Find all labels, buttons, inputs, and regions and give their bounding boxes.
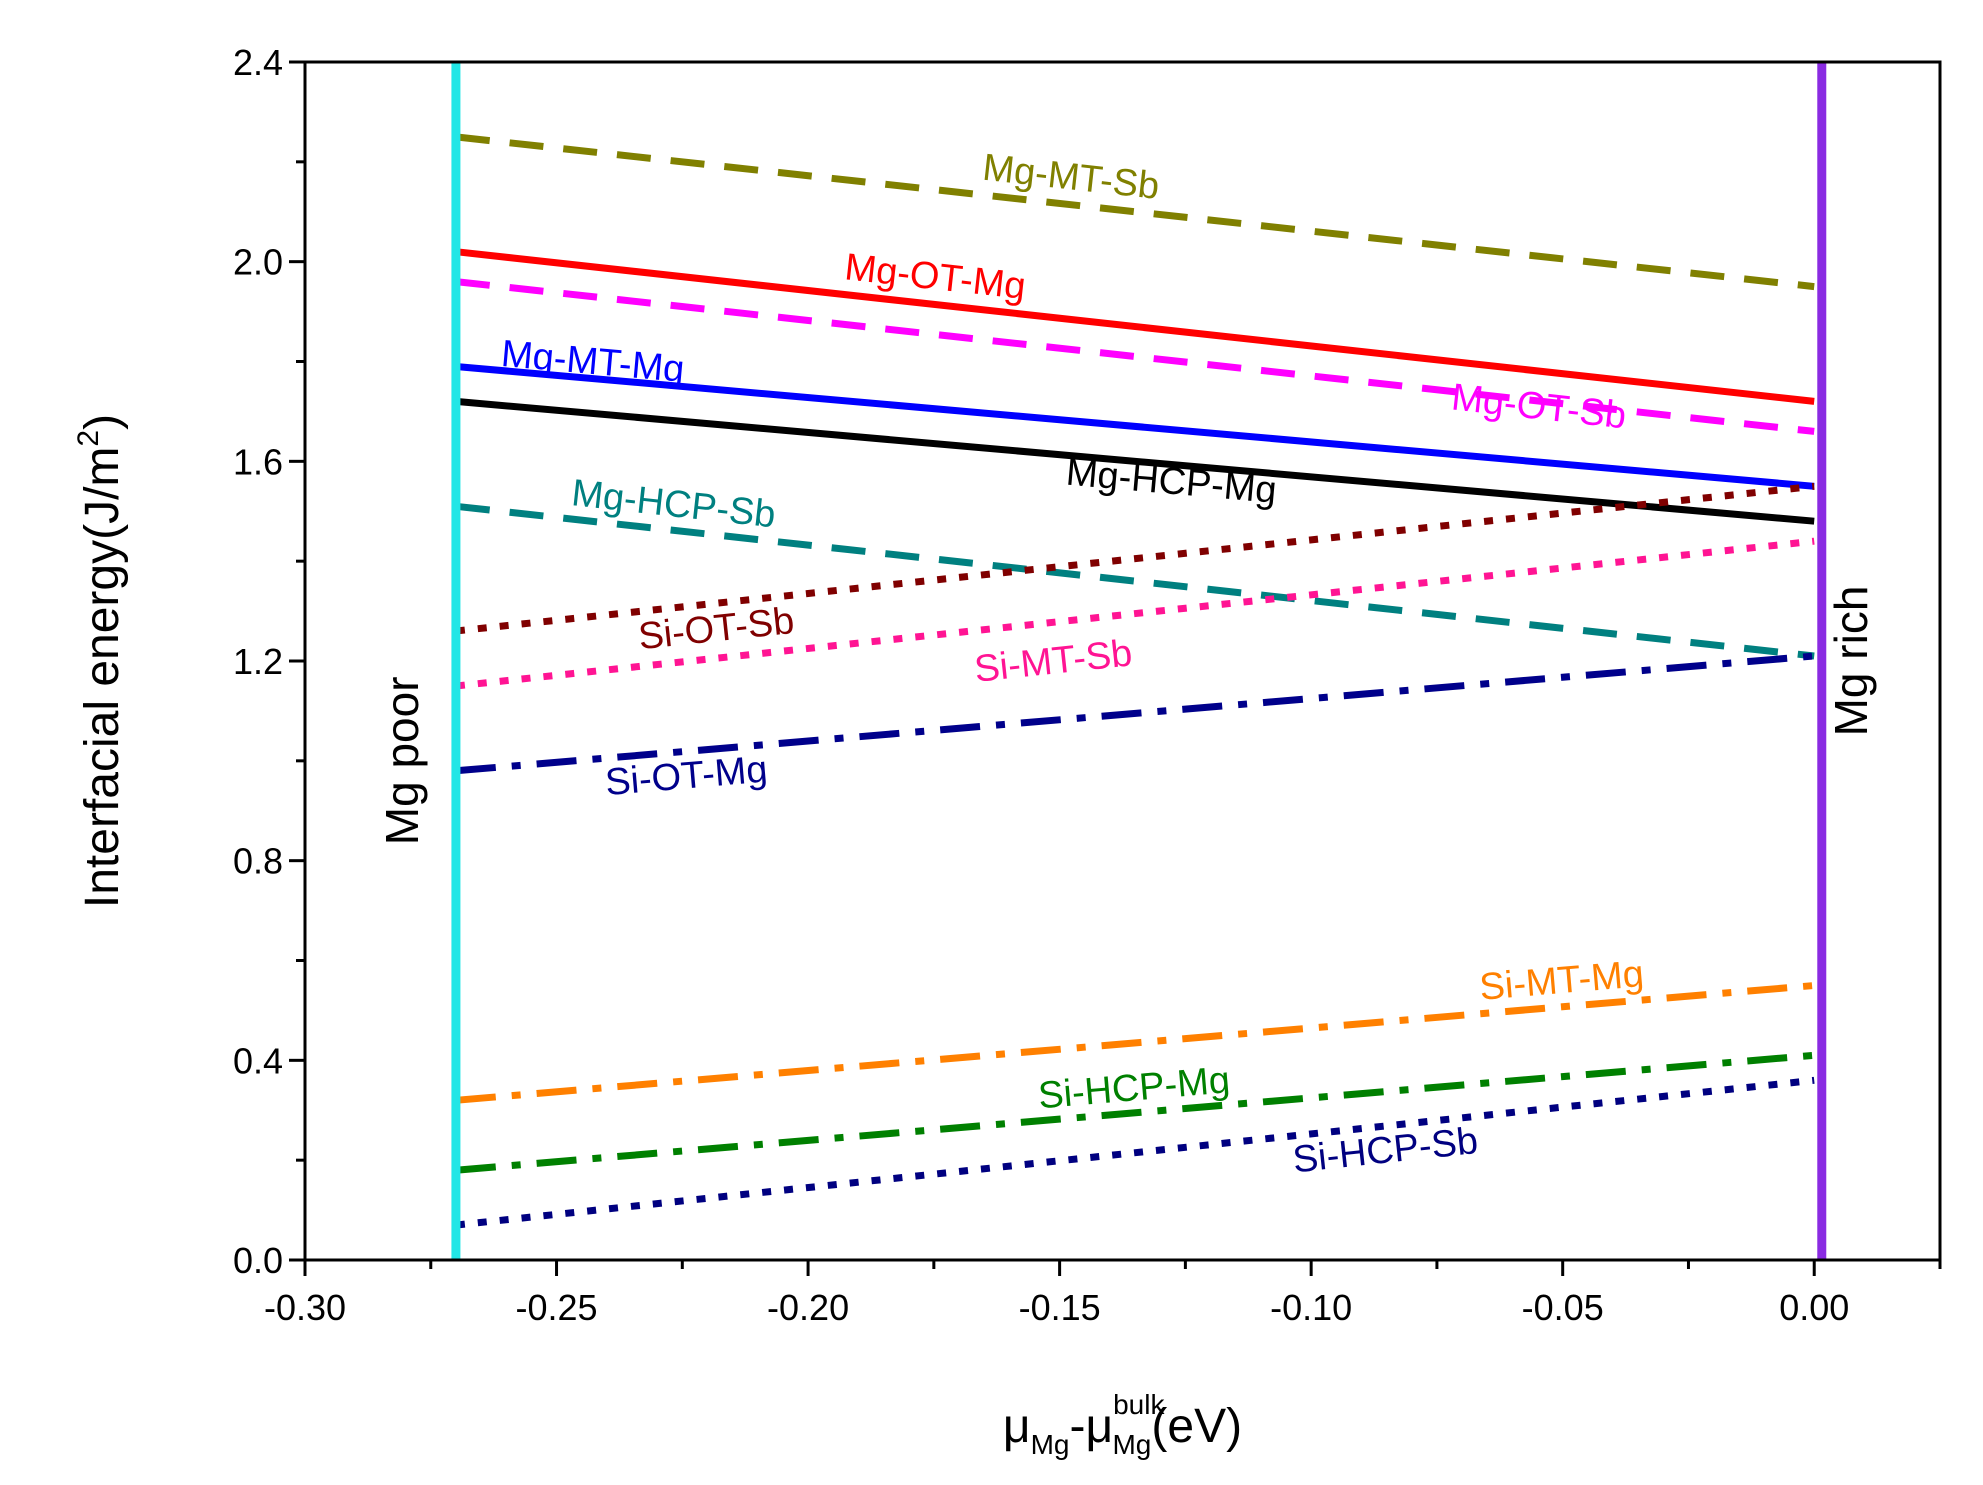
y-tick-label: 2.0 [233, 242, 283, 283]
series-line-si-ot-sb [455, 482, 1815, 635]
x-tick-label: -0.10 [1270, 1287, 1352, 1328]
series-line-mg-mt-mg [455, 363, 1815, 490]
x-tick-label: 0.00 [1779, 1287, 1849, 1328]
series-label-si-mt-sb: Si-MT-Sb [972, 632, 1134, 691]
series-line-mg-hcp-sb [455, 502, 1815, 660]
series-line-mg-hcp-mg [455, 397, 1815, 525]
series-label-mg-ot-sb: Mg-OT-Sb [1449, 377, 1628, 438]
series-line-mg-ot-mg [455, 248, 1815, 405]
x-tick-label: -0.25 [516, 1287, 598, 1328]
y-tick-label: 1.6 [233, 441, 283, 482]
series-line-si-ot-mg [455, 652, 1815, 775]
mg-poor-label: Mg poor [376, 676, 428, 845]
series-label-si-hcp-sb: Si-HCP-Sb [1291, 1120, 1480, 1181]
x-axis-title: μMg-μbulk Mg(eV) [1003, 1389, 1242, 1460]
series-label-mg-hcp-mg: Mg-HCP-Mg [1064, 452, 1278, 512]
series-line-mg-mt-sb [455, 133, 1815, 291]
series-line-si-hcp-sb [455, 1076, 1815, 1229]
series-line-si-mt-sb [455, 537, 1815, 690]
y-axis-title: Interfacial energy(J/m2) [72, 414, 129, 908]
y-axis: 0.0 0.4 0.8 1.2 1.6 2.0 2.4 [233, 42, 305, 1281]
y-tick-label: 0.4 [233, 1040, 283, 1081]
y-tick-label: 2.4 [233, 42, 283, 83]
mg-rich-label: Mg rich [1825, 586, 1877, 737]
x-tick-label: -0.15 [1019, 1287, 1101, 1328]
y-tick-label: 0.8 [233, 841, 283, 882]
x-tick-label: -0.05 [1522, 1287, 1604, 1328]
y-tick-label: 1.2 [233, 641, 283, 682]
series-group [455, 133, 1815, 1229]
series-line-si-hcp-mg [455, 1051, 1815, 1174]
series-line-mg-ot-sb [455, 278, 1815, 435]
series-label-mg-mt-mg: Mg-MT-Mg [499, 333, 686, 391]
x-tick-label: -0.20 [767, 1287, 849, 1328]
y-tick-label: 0.0 [233, 1240, 283, 1281]
x-tick-label: -0.30 [264, 1287, 346, 1328]
series-line-si-mt-mg [455, 982, 1815, 1104]
x-axis: -0.30 -0.25 -0.20 -0.15 -0.10 -0.05 0.00 [264, 1260, 1942, 1328]
